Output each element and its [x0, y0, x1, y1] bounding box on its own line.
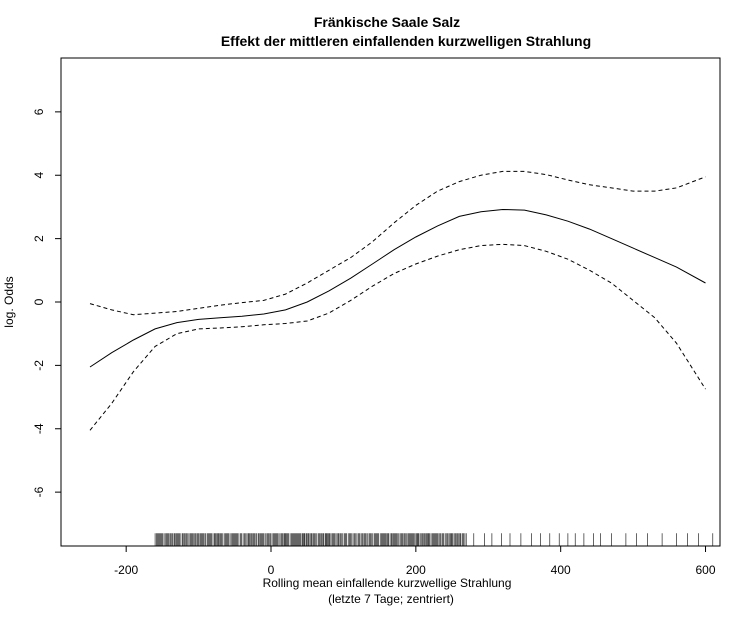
x-tick-label: 0	[268, 563, 275, 577]
chart-subtitle: Effekt der mittleren einfallenden kurzwe…	[221, 33, 591, 49]
series-lines	[89, 170, 706, 431]
y-tick-label: 4	[32, 172, 46, 179]
x-axis-sublabel: (letzte 7 Tage; zentriert)	[328, 592, 454, 606]
y-axis-label: log. Odds	[2, 276, 16, 327]
x-tick-label: 400	[551, 563, 571, 577]
chart-title: Fränkische Saale Salz	[314, 14, 460, 30]
y-tick-label: -4	[32, 423, 46, 434]
y-tick-label: 6	[32, 108, 46, 115]
plot-frame	[60, 57, 721, 547]
x-axis: -200 0 200 400 600	[114, 546, 716, 577]
y-axis: -6 -4 -2 0 2 4 6	[32, 108, 61, 497]
y-tick-label: 0	[32, 298, 46, 305]
lower-ci-line	[89, 243, 706, 431]
x-tick-label: 200	[406, 563, 426, 577]
y-tick-label: 2	[32, 235, 46, 242]
y-tick-label: -2	[32, 360, 46, 371]
rug-marks	[154, 533, 714, 546]
x-tick-label: -200	[114, 563, 138, 577]
y-tick-label: -6	[32, 486, 46, 497]
upper-ci-line	[89, 170, 706, 316]
x-tick-label: 600	[696, 563, 716, 577]
fitted-line	[89, 208, 706, 368]
x-axis-label: Rolling mean einfallende kurzwellige Str…	[263, 576, 512, 590]
